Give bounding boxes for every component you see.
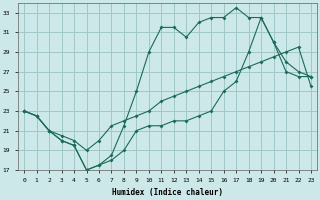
X-axis label: Humidex (Indice chaleur): Humidex (Indice chaleur) bbox=[112, 188, 223, 197]
